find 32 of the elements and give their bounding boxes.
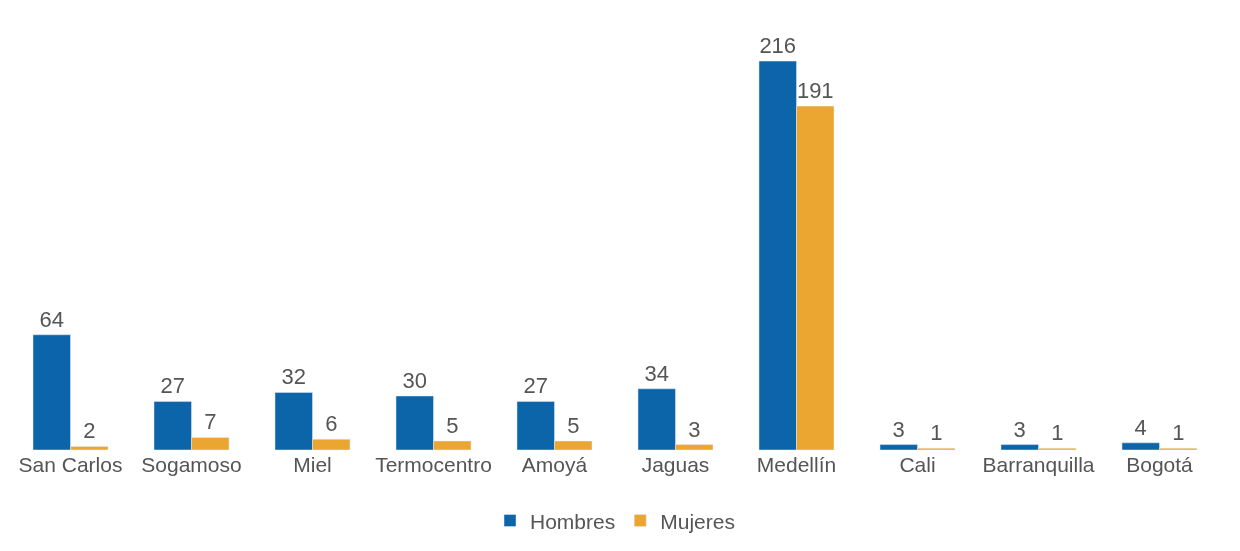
data-label: 1 <box>1051 420 1064 446</box>
x-tick-label: Barranquilla <box>982 453 1095 476</box>
data-label: 32 <box>281 364 306 390</box>
x-tick-label: Jaguas <box>641 453 710 476</box>
x-tick-label: Bogotá <box>1126 453 1194 476</box>
data-label: 5 <box>567 413 580 438</box>
data-label: 6 <box>325 411 338 437</box>
data-label: 3 <box>892 416 905 442</box>
x-tick-label: Amoyá <box>521 453 588 476</box>
data-label: 3 <box>1013 416 1026 442</box>
data-label: 191 <box>796 78 834 104</box>
x-tick-label: Miel <box>293 453 332 476</box>
x-tick-label: Termocentro <box>375 453 492 476</box>
x-tick-label: Cali <box>899 453 936 476</box>
data-label: 216 <box>759 33 797 59</box>
x-tick-label: San Carlos <box>18 453 123 476</box>
legend-label: Mujeres <box>660 509 735 533</box>
legend-label: Hombres <box>530 509 616 533</box>
data-label: 34 <box>644 360 669 386</box>
x-tick-label: Sogamoso <box>141 453 242 476</box>
data-label: 7 <box>204 409 217 435</box>
data-label: 1 <box>930 420 943 446</box>
data-label: 1 <box>1172 420 1185 446</box>
data-label: 4 <box>1134 414 1147 440</box>
data-label: 30 <box>402 367 427 393</box>
data-label: 27 <box>523 373 548 399</box>
x-tick-label: Medellín <box>756 453 837 476</box>
data-label: 27 <box>160 373 185 399</box>
data-label: 5 <box>446 413 459 438</box>
data-label: 64 <box>39 306 64 332</box>
data-label: 2 <box>83 418 96 444</box>
data-label: 3 <box>688 416 701 442</box>
